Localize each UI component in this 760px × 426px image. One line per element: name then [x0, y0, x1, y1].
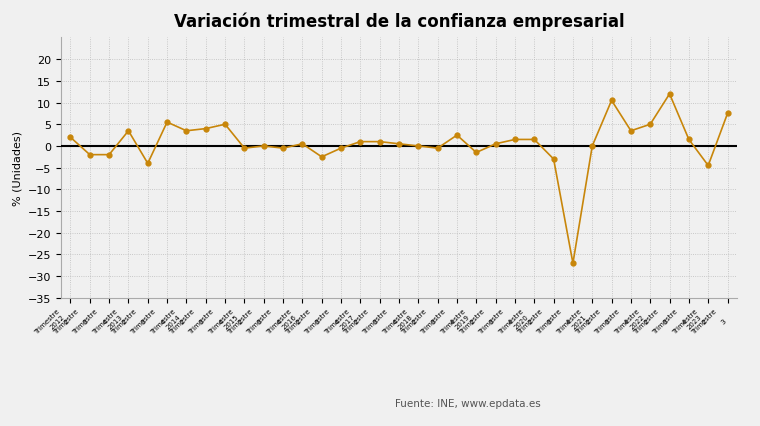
- Y-axis label: % (Unidades): % (Unidades): [12, 131, 22, 206]
- Title: Variación trimestral de la confianza empresarial: Variación trimestral de la confianza emp…: [174, 13, 624, 31]
- Text: Fuente: INE, www.epdata.es: Fuente: INE, www.epdata.es: [395, 397, 541, 408]
